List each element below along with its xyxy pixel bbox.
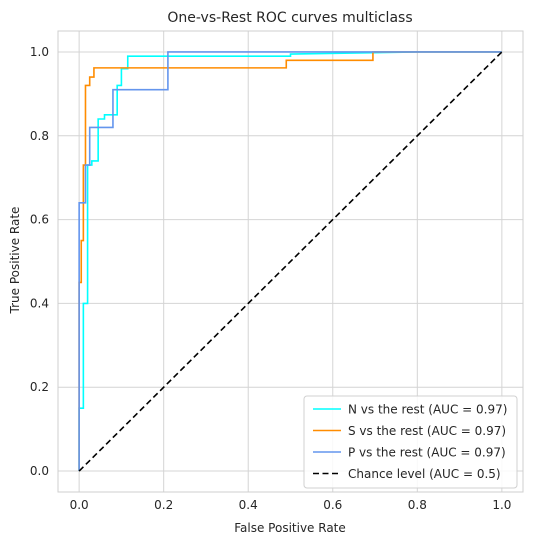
x-tick-label: 0.6 [323, 498, 342, 512]
x-axis-label: False Positive Rate [234, 521, 346, 535]
x-tick-label: 0.2 [154, 498, 173, 512]
x-tick-label: 0.0 [70, 498, 89, 512]
legend: N vs the rest (AUC = 0.97) S vs the rest … [303, 395, 518, 489]
y-tick-label: 0.2 [30, 380, 49, 394]
chart-title: One-vs-Rest ROC curves multiclass [167, 10, 412, 26]
x-tick-label: 0.4 [239, 498, 258, 512]
y-tick-label: 1.0 [30, 45, 49, 59]
y-tick-label: 0.8 [30, 129, 49, 143]
x-tick-label: 1.0 [492, 498, 511, 512]
y-tick-label: 0.6 [30, 213, 49, 227]
series-line-2 [78, 51, 502, 472]
y-tick-label: 0.0 [30, 464, 49, 478]
legend-label-2: P vs the rest (AUC = 0.97) [348, 446, 506, 460]
y-axis-label: True Positive Rate [8, 207, 22, 315]
legend-label-1: S vs the rest (AUC = 0.97) [348, 424, 506, 438]
legend-label-3: Chance level (AUC = 0.5) [348, 467, 501, 481]
plot-frame [57, 30, 524, 493]
y-tick-label: 0.4 [30, 296, 49, 310]
legend-box [303, 395, 518, 489]
series-line-0 [78, 51, 502, 472]
series-line-1 [78, 51, 502, 472]
x-tick-label: 0.8 [408, 498, 427, 512]
legend-label-0: N vs the rest (AUC = 0.97) [348, 403, 507, 417]
series-line-3 [78, 51, 503, 472]
